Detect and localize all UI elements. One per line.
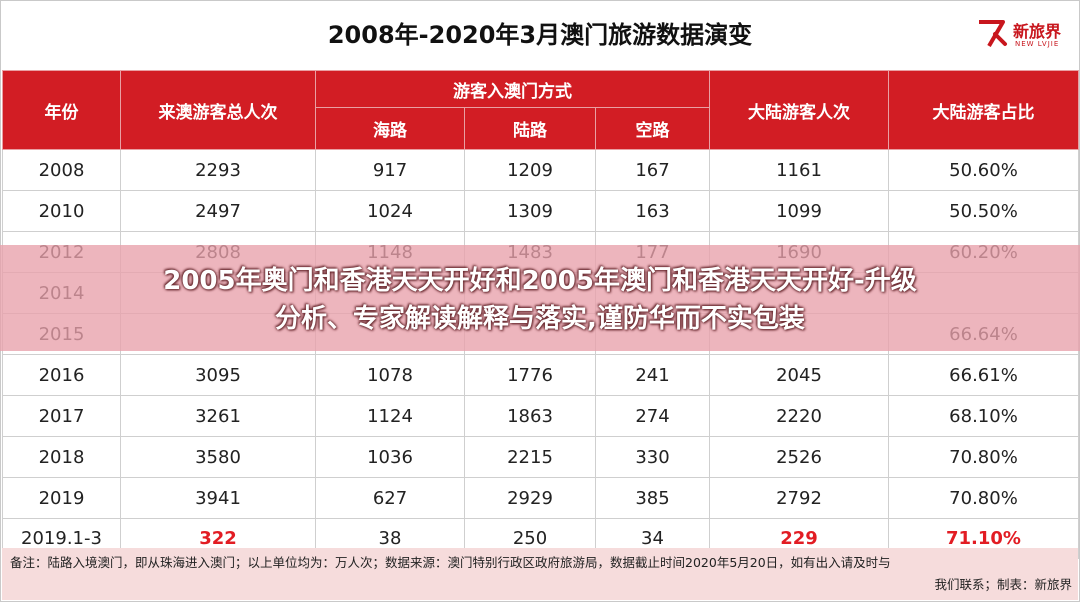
table-title: 2008年-2020年3月澳门旅游数据演变 bbox=[327, 21, 753, 49]
overlay-line-2: 分析、专家解读解释与落实,谨防华而不实包装 bbox=[275, 304, 805, 334]
cell-sea: 1024 bbox=[315, 190, 465, 232]
cell-land: 2929 bbox=[464, 477, 596, 519]
cell-ratio: 50.60% bbox=[888, 149, 1079, 191]
table-row: 2010 2497 1024 1309 163 1099 50.50% bbox=[2, 190, 1079, 232]
cell-ratio: 50.50% bbox=[888, 190, 1079, 232]
overlay-line-1: 2005年奥门和香港天天开好和2005年澳门和香港天天开好-升级 bbox=[163, 266, 917, 296]
cell-year: 2017 bbox=[2, 395, 121, 437]
cell-total: 3261 bbox=[120, 395, 316, 437]
table-row: 2019 3941 627 2929 385 2792 70.80% bbox=[2, 477, 1079, 519]
logo-text-cn: 新旅界 bbox=[1013, 22, 1062, 41]
logo-mark-icon bbox=[979, 20, 1007, 48]
cell-sea: 1124 bbox=[315, 395, 465, 437]
cell-air: 330 bbox=[595, 436, 710, 478]
cell-ratio: 66.61% bbox=[888, 354, 1079, 396]
cell-mainland: 1099 bbox=[709, 190, 889, 232]
overlay-banner-text: 2005年奥门和香港天天开好和2005年澳门和香港天天开好-升级 分析、专家解读… bbox=[0, 262, 1080, 338]
cell-total: 2497 bbox=[120, 190, 316, 232]
header-entry-method: 游客入澳门方式 bbox=[315, 70, 710, 108]
cell-year: 2016 bbox=[2, 354, 121, 396]
header-air: 空路 bbox=[595, 107, 710, 150]
header-mainland: 大陆游客人次 bbox=[709, 70, 889, 150]
footnote: 备注：陆路入境澳门，即从珠海进入澳门；以上单位均为：万人次；数据来源：澳门特别行… bbox=[2, 548, 1078, 600]
cell-year: 2018 bbox=[2, 436, 121, 478]
logo-text-en: NEW LVJIE bbox=[1015, 40, 1060, 48]
table-row: 2008 2293 917 1209 167 1161 50.60% bbox=[2, 149, 1079, 191]
cell-total: 3941 bbox=[120, 477, 316, 519]
cell-total: 2293 bbox=[120, 149, 316, 191]
cell-air: 385 bbox=[595, 477, 710, 519]
header-year: 年份 bbox=[2, 70, 121, 150]
cell-land: 1863 bbox=[464, 395, 596, 437]
cell-land: 2215 bbox=[464, 436, 596, 478]
footnote-line-2: 我们联系；制表：新旅界 bbox=[934, 577, 1072, 592]
cell-mainland: 2792 bbox=[709, 477, 889, 519]
cell-mainland: 2526 bbox=[709, 436, 889, 478]
table-row: 2016 3095 1078 1776 241 2045 66.61% bbox=[2, 354, 1079, 396]
overlay-banner bbox=[0, 245, 1080, 351]
table-row: 2018 3580 1036 2215 330 2526 70.80% bbox=[2, 436, 1079, 478]
cell-sea: 917 bbox=[315, 149, 465, 191]
cell-year: 2019 bbox=[2, 477, 121, 519]
header-land: 陆路 bbox=[464, 107, 596, 150]
cell-total: 3580 bbox=[120, 436, 316, 478]
header-total: 来澳游客总人次 bbox=[120, 70, 316, 150]
header-sea: 海路 bbox=[315, 107, 465, 150]
cell-sea: 627 bbox=[315, 477, 465, 519]
cell-air: 241 bbox=[595, 354, 710, 396]
cell-sea: 1036 bbox=[315, 436, 465, 478]
header-ratio: 大陆游客占比 bbox=[888, 70, 1079, 150]
cell-air: 167 bbox=[595, 149, 710, 191]
cell-land: 1776 bbox=[464, 354, 596, 396]
cell-ratio: 68.10% bbox=[888, 395, 1079, 437]
cell-ratio: 70.80% bbox=[888, 436, 1079, 478]
cell-total: 3095 bbox=[120, 354, 316, 396]
cell-land: 1209 bbox=[464, 149, 596, 191]
cell-mainland: 2220 bbox=[709, 395, 889, 437]
cell-ratio: 70.80% bbox=[888, 477, 1079, 519]
cell-sea: 1078 bbox=[315, 354, 465, 396]
cell-mainland: 2045 bbox=[709, 354, 889, 396]
table-body: 2008 2293 917 1209 167 1161 50.60% 2010 2497 1024… bbox=[2, 149, 1079, 559]
table-row: 2017 3261 1124 1863 274 2220 68.10% bbox=[2, 395, 1079, 437]
cell-mainland: 1161 bbox=[709, 149, 889, 191]
cell-air: 274 bbox=[595, 395, 710, 437]
cell-air: 163 bbox=[595, 190, 710, 232]
footnote-line-1: 备注：陆路入境澳门，即从珠海进入澳门；以上单位均为：万人次；数据来源：澳门特别行… bbox=[10, 555, 891, 570]
brand-logo: 新旅界 NEW LVJIE bbox=[975, 14, 1070, 56]
cell-land: 1309 bbox=[464, 190, 596, 232]
cell-year: 2008 bbox=[2, 149, 121, 191]
cell-year: 2010 bbox=[2, 190, 121, 232]
